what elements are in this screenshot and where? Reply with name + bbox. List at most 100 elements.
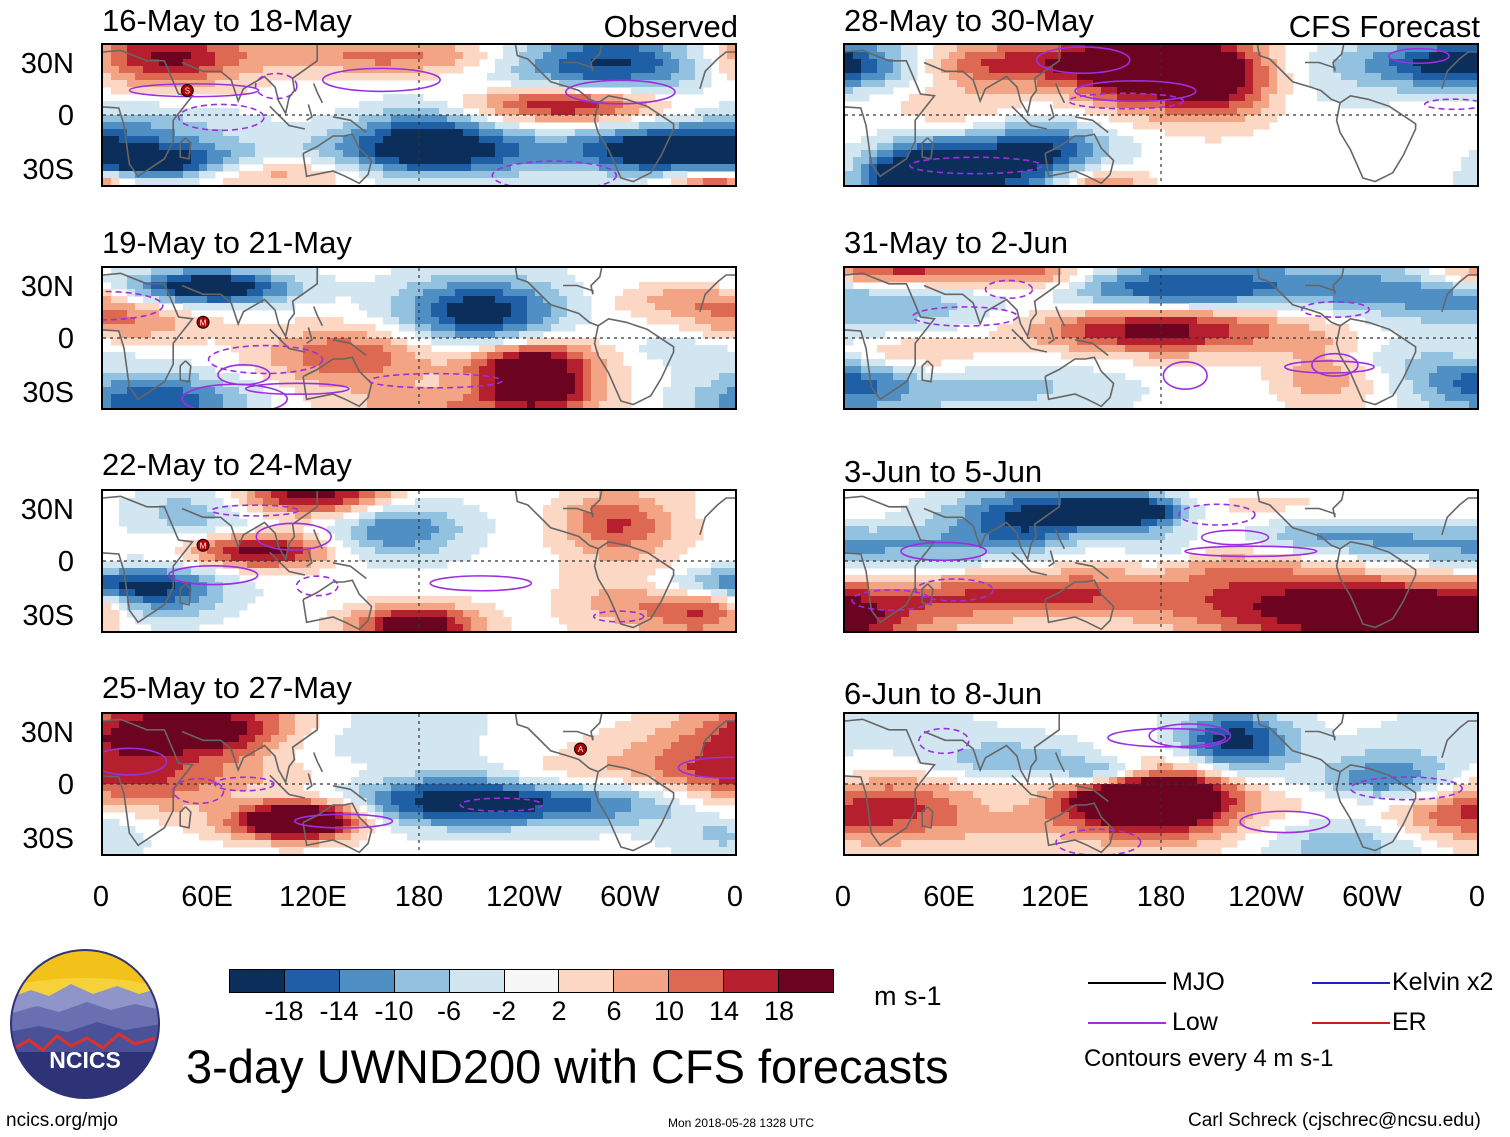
anomaly-cell <box>519 73 528 81</box>
anomaly-cell <box>375 770 384 778</box>
anomaly-cell <box>479 770 488 778</box>
anomaly-cell <box>559 596 568 604</box>
anomaly-cell <box>295 122 304 130</box>
anomaly-cell <box>519 115 528 123</box>
anomaly-cell <box>647 589 656 597</box>
anomaly-cell <box>239 540 248 548</box>
anomaly-cell <box>607 589 616 597</box>
anomaly-cell <box>511 805 520 813</box>
anomaly-cell <box>487 317 496 325</box>
anomaly-cell <box>455 157 464 165</box>
anomaly-cell <box>247 115 256 123</box>
anomaly-cell <box>335 533 344 541</box>
anomaly-cell <box>543 94 552 102</box>
anomaly-cell <box>407 101 416 109</box>
anomaly-cell <box>367 296 376 304</box>
anomaly-cell <box>327 401 336 408</box>
anomaly-cell <box>295 324 304 332</box>
anomaly-cell <box>567 289 576 297</box>
anomaly-cell <box>143 568 152 576</box>
anomaly-cell <box>223 87 232 95</box>
anomaly-cell <box>191 303 200 311</box>
anomaly-cell <box>151 526 160 534</box>
anomaly-cell <box>631 519 640 527</box>
anomaly-cell <box>567 338 576 346</box>
anomaly-cell <box>567 763 576 771</box>
anomaly-cell <box>263 303 272 311</box>
anomaly-cell <box>511 366 520 374</box>
anomaly-cell <box>647 282 656 290</box>
anomaly-cell <box>519 324 528 332</box>
anomaly-cell <box>583 805 592 813</box>
anomaly-cell <box>151 805 160 813</box>
anomaly-cell <box>319 352 328 360</box>
anomaly-cell <box>471 275 480 283</box>
anomaly-cell <box>231 840 240 848</box>
anomaly-cell <box>335 52 344 60</box>
anomaly-cell <box>607 394 616 402</box>
anomaly-cell <box>399 373 408 381</box>
anomaly-cell <box>135 554 144 562</box>
anomaly-cell <box>447 45 456 53</box>
anomaly-cell <box>223 805 232 813</box>
anomaly-cell <box>359 129 368 137</box>
anomaly-cell <box>687 150 696 158</box>
anomaly-cell <box>455 289 464 297</box>
anomaly-cell <box>415 150 424 158</box>
coastline <box>514 491 599 550</box>
anomaly-cell <box>471 164 480 172</box>
anomaly-cell <box>439 296 448 304</box>
anomaly-cell <box>727 164 735 172</box>
anomaly-cell <box>583 505 592 513</box>
anomaly-cell <box>255 714 264 722</box>
anomaly-cell <box>151 296 160 304</box>
anomaly-cell <box>143 401 152 408</box>
anomaly-cell <box>647 73 656 81</box>
anomaly-cell <box>551 512 560 520</box>
anomaly-cell <box>247 401 256 408</box>
anomaly-cell <box>383 115 392 123</box>
anomaly-cell <box>263 498 272 506</box>
anomaly-cell <box>303 66 312 74</box>
anomaly-cell <box>471 310 480 318</box>
anomaly-cell <box>215 805 224 813</box>
anomaly-cell <box>255 491 264 499</box>
anomaly-cell <box>631 101 640 109</box>
anomaly-cell <box>367 45 376 53</box>
anomaly-cell <box>503 833 512 841</box>
anomaly-cell <box>591 394 600 402</box>
anomaly-cell <box>495 289 504 297</box>
anomaly-cell <box>183 129 192 137</box>
anomaly-cell <box>375 73 384 81</box>
anomaly-cell <box>167 52 176 60</box>
anomaly-cell <box>383 805 392 813</box>
anomaly-cell <box>479 282 488 290</box>
anomaly-cell <box>399 303 408 311</box>
anomaly-cell <box>527 352 536 360</box>
anomaly-cell <box>207 164 216 172</box>
anomaly-cell <box>143 798 152 806</box>
anomaly-cell <box>455 526 464 534</box>
anomaly-cell <box>575 45 584 53</box>
anomaly-cell <box>695 526 704 534</box>
anomaly-cell <box>575 826 584 834</box>
anomaly-cell <box>383 603 392 611</box>
anomaly-cell <box>583 819 592 827</box>
anomaly-cell <box>455 714 464 722</box>
anomaly-cell <box>391 624 400 631</box>
anomaly-cell <box>591 735 600 743</box>
anomaly-cell <box>431 122 440 130</box>
anomaly-cell <box>207 73 216 81</box>
anomaly-cell <box>263 805 272 813</box>
anomaly-cell <box>423 380 432 388</box>
anomaly-cell <box>191 373 200 381</box>
anomaly-cell <box>647 143 656 151</box>
anomaly-cell <box>503 268 512 276</box>
anomaly-cell <box>183 742 192 750</box>
anomaly-cell <box>399 150 408 158</box>
anomaly-cell <box>655 603 664 611</box>
anomaly-cell <box>119 87 128 95</box>
anomaly-cell <box>159 749 168 757</box>
anomaly-cell <box>543 394 552 402</box>
anomaly-cell <box>551 359 560 367</box>
